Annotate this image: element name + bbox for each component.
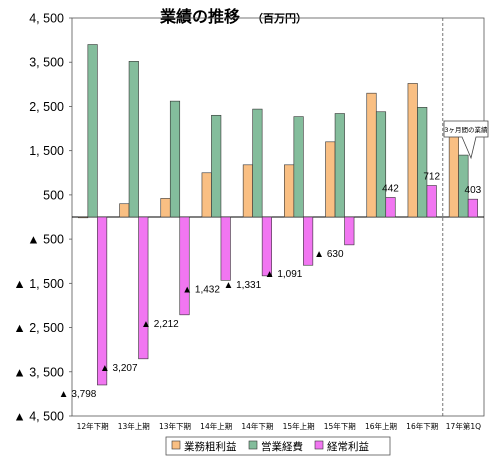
x-category-label: 14年下期 xyxy=(241,421,273,431)
chart-title: 業績の推移 xyxy=(159,7,240,26)
bar-series-1-cat-8 xyxy=(366,92,377,218)
y-tick-label: 1, 500 xyxy=(29,144,64,158)
bar-series-3-cat-7 xyxy=(344,216,355,246)
y-tick-label: ▲ 1, 500 xyxy=(13,277,64,291)
bar-series-3-cat-3 xyxy=(179,216,190,316)
x-category-label: 13年下期 xyxy=(159,421,191,431)
bar-series-2-cat-10 xyxy=(458,154,469,218)
bar-series-3-cat-4 xyxy=(220,216,231,281)
legend-box xyxy=(165,436,391,456)
x-category-label: 16年下期 xyxy=(406,421,438,431)
chart-subtitle: （百万円） xyxy=(252,12,307,25)
x-category-label: 13年上期 xyxy=(118,421,150,431)
bar-series-2-cat-7 xyxy=(334,113,345,218)
legend-swatch xyxy=(314,440,324,450)
bar-series-2-cat-1 xyxy=(87,44,98,218)
bar-series-2-cat-5 xyxy=(252,108,263,218)
y-tick-label: ▲ 4, 500 xyxy=(13,410,64,424)
bar-series-2-cat-9 xyxy=(417,107,428,218)
bar-series-3-cat-8 xyxy=(385,197,396,218)
y-tick-label: ▲ 2, 500 xyxy=(13,321,64,335)
bar-series-3-cat-2 xyxy=(138,216,149,360)
bar-series-1-cat-7 xyxy=(325,141,336,218)
bar-series-2-cat-3 xyxy=(169,100,181,218)
annotation-callout xyxy=(443,120,489,160)
bar-series-3-cat-6 xyxy=(303,216,314,266)
bar-series-1-cat-3 xyxy=(160,198,171,218)
bar-series-3-cat-10 xyxy=(467,198,478,218)
y-tick-label: 500 xyxy=(43,188,64,202)
y-tick-label: 2, 500 xyxy=(29,100,64,114)
legend-label: 業務粗利益 xyxy=(184,440,237,453)
y-tick-label: 4, 500 xyxy=(29,12,64,26)
y-tick-label: ▲ 500 xyxy=(27,233,64,247)
bar-series-1-cat-4 xyxy=(201,172,212,218)
bar-series-2-cat-2 xyxy=(128,61,139,218)
data-label: 712 xyxy=(423,172,440,183)
legend-swatch xyxy=(248,440,258,450)
bar-series-2-cat-4 xyxy=(211,114,222,218)
data-label: 403 xyxy=(465,185,482,196)
x-category-label: 17年第1Q xyxy=(446,421,481,431)
bar-series-1-cat-9 xyxy=(407,83,418,218)
data-label: ▲ 3,798 xyxy=(59,389,97,400)
x-category-label: 15年上期 xyxy=(283,421,315,431)
bar-series-3-cat-1 xyxy=(97,216,108,386)
data-label: ▲ 630 xyxy=(314,249,344,260)
data-label: ▲ 1,091 xyxy=(265,269,303,280)
y-tick-label: ▲ 3, 500 xyxy=(13,365,64,379)
x-category-label: 12年下期 xyxy=(77,421,109,431)
bar-series-3-cat-5 xyxy=(261,216,272,277)
data-label: 442 xyxy=(382,183,399,194)
bar-series-1-cat-10 xyxy=(448,136,459,218)
bar-series-1-cat-2 xyxy=(119,203,130,218)
y-tick-label: 3, 500 xyxy=(29,56,64,70)
bar-series-3-cat-9 xyxy=(426,185,437,218)
bar-series-1-cat-1 xyxy=(78,216,89,219)
legend-label: 経常利益 xyxy=(327,440,369,453)
data-label: ▲ 2,212 xyxy=(141,319,179,330)
x-category-label: 14年上期 xyxy=(200,421,232,431)
data-label: ▲ 1,331 xyxy=(223,280,261,291)
data-label: ▲ 1,432 xyxy=(182,284,220,295)
bar-series-2-cat-8 xyxy=(375,111,387,218)
x-category-label: 16年上期 xyxy=(365,421,397,431)
data-label: ▲ 3,207 xyxy=(100,363,138,374)
x-category-label: 15年下期 xyxy=(324,421,356,431)
bar-series-1-cat-6 xyxy=(284,164,295,218)
legend-label: 営業経費 xyxy=(261,440,303,453)
bar-series-1-cat-5 xyxy=(242,164,253,218)
bar-series-2-cat-6 xyxy=(293,116,304,218)
annotation-text: 3ヶ月間の業績 xyxy=(444,125,488,134)
legend-swatch xyxy=(171,440,181,450)
